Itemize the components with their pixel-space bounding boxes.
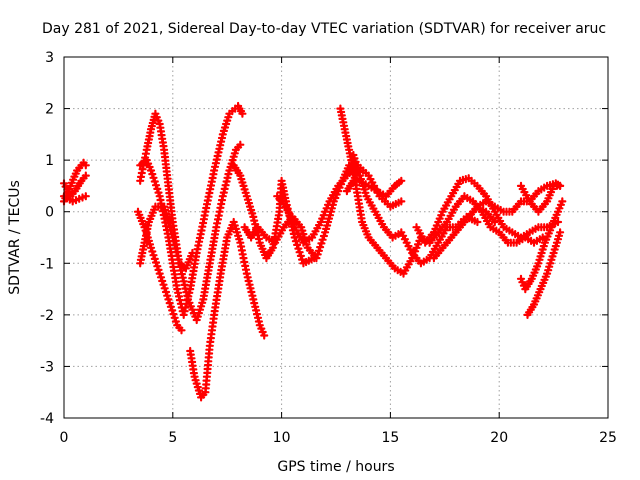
x-tick-label: 15 <box>381 430 399 446</box>
x-axis-label: GPS time / hours <box>277 459 394 475</box>
y-tick-label: 0 <box>45 205 54 221</box>
series-pass-06 <box>136 109 245 325</box>
y-tick-label: -4 <box>40 411 54 427</box>
series-pass-20 <box>516 181 565 216</box>
series-pass-15 <box>412 174 563 247</box>
plot-frame <box>63 56 609 419</box>
x-tick-label: 25 <box>599 430 617 446</box>
y-tick-label: -1 <box>40 256 54 272</box>
data-series <box>59 101 567 402</box>
chart-title: Day 281 of 2021, Sidereal Day-to-day VTE… <box>42 21 606 37</box>
y-tick-label: -3 <box>40 359 54 375</box>
y-tick-label: 1 <box>45 153 54 169</box>
y-tick-label: 3 <box>45 50 54 66</box>
y-axis-label: SDTVAR / TECUs <box>7 180 23 295</box>
series-pass-16 <box>425 192 547 247</box>
x-tick-label: 5 <box>168 430 177 446</box>
series-pass-12 <box>336 104 434 278</box>
y-tick-label: 2 <box>45 102 54 118</box>
x-tick-label: 0 <box>60 430 69 446</box>
series-pass-14 <box>342 176 406 201</box>
series-pass-07 <box>133 207 186 335</box>
x-tick-label: 20 <box>490 430 508 446</box>
series-pass-19 <box>516 197 567 294</box>
series-pass-21 <box>523 228 565 319</box>
axis-ticks: 0 5 10 15 20 25 -4 -3 -2 -1 0 1 2 3 <box>40 50 617 446</box>
series-pass-08 <box>186 217 269 402</box>
x-tick-label: 10 <box>273 430 291 446</box>
y-tick-label: -2 <box>40 308 54 324</box>
